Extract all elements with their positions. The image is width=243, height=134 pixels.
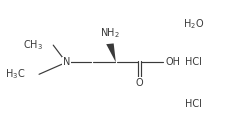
Polygon shape: [106, 43, 116, 62]
Text: H$_2$O: H$_2$O: [183, 18, 204, 31]
Text: N: N: [62, 57, 70, 67]
Text: H$_3$C: H$_3$C: [5, 67, 25, 81]
Text: NH$_2$: NH$_2$: [100, 26, 120, 40]
Text: HCl: HCl: [185, 99, 202, 109]
Text: CH$_3$: CH$_3$: [23, 38, 43, 52]
Text: HCl: HCl: [185, 57, 202, 67]
Text: OH: OH: [165, 57, 181, 67]
Text: O: O: [136, 78, 143, 88]
